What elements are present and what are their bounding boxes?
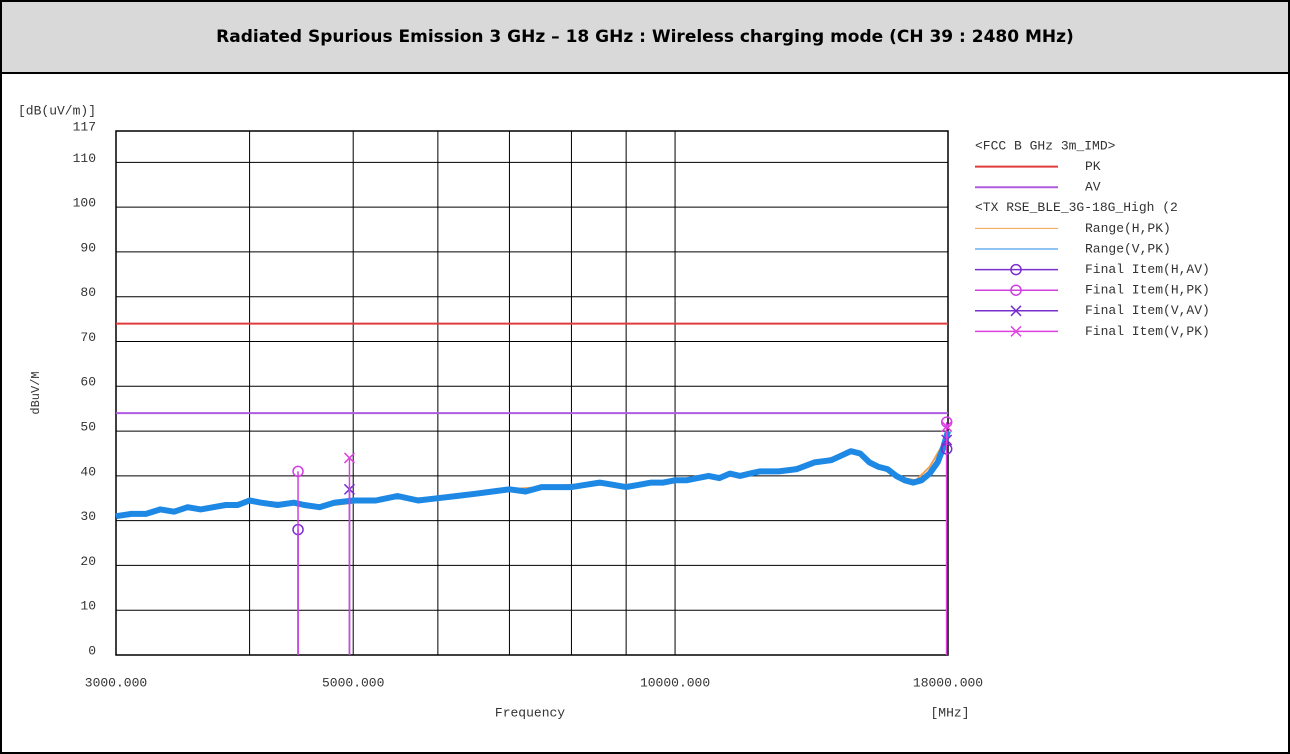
legend-label: Final Item(V,AV) — [1085, 303, 1210, 318]
y-tick-label: 0 — [88, 643, 96, 658]
y-tick-label: 50 — [80, 420, 96, 435]
y-tick-label: 110 — [73, 151, 96, 166]
legend-marker — [1010, 263, 1022, 276]
y-tick-label: 30 — [80, 509, 96, 524]
marker — [292, 465, 304, 478]
legend-group: <FCC B GHz 3m_IMD> — [975, 138, 1116, 153]
legend-group: <TX RSE_BLE_3G-18G_High (2 — [975, 200, 1178, 215]
y-tick-label: 100 — [73, 196, 96, 211]
y-tick-label: 20 — [80, 554, 96, 569]
marker — [941, 421, 953, 433]
y-tick-label: 40 — [80, 464, 96, 479]
legend-marker — [1010, 325, 1022, 337]
x-unit: [MHz] — [930, 705, 969, 720]
trace — [115, 430, 951, 520]
y-label: dBuV/M — [29, 371, 43, 414]
legend-label: Final Item(H,PK) — [1085, 283, 1210, 298]
legend-label: PK — [1085, 159, 1101, 174]
y-tick-label: 80 — [80, 285, 96, 300]
legend-label: Final Item(H,AV) — [1085, 262, 1210, 277]
x-tick-label: 18000.000 — [913, 675, 983, 690]
legend-marker — [1010, 305, 1022, 317]
legend-label: Range(H,PK) — [1085, 221, 1171, 236]
chart: 0 10 20 30 40 50 60 70 80 90 100 110 117 3000.000 5000… — [18, 103, 1210, 720]
y-tick-label: 117 — [73, 119, 96, 134]
legend-label: AV — [1085, 180, 1101, 195]
x-label: Frequency — [495, 705, 565, 720]
legend-marker — [1010, 284, 1022, 296]
y-unit: [dB(uV/m)] — [18, 103, 96, 118]
header-title: Radiated Spurious Emission 3 GHz – 18 GH… — [2, 2, 1288, 74]
legend-label: Final Item(V,PK) — [1085, 324, 1210, 339]
x-tick-label: 10000.000 — [640, 675, 710, 690]
x-tick-label: 3000.000 — [85, 675, 147, 690]
y-tick-label: 70 — [80, 330, 96, 345]
y-tick-label: 10 — [80, 599, 96, 614]
legend-label: Range(V,PK) — [1085, 241, 1171, 256]
plot-border — [115, 130, 949, 656]
y-tick-label: 90 — [80, 240, 96, 255]
y-tick-label: 60 — [80, 375, 96, 390]
x-tick-label: 5000.000 — [322, 675, 384, 690]
plot-area — [116, 131, 948, 655]
marker — [343, 452, 356, 464]
